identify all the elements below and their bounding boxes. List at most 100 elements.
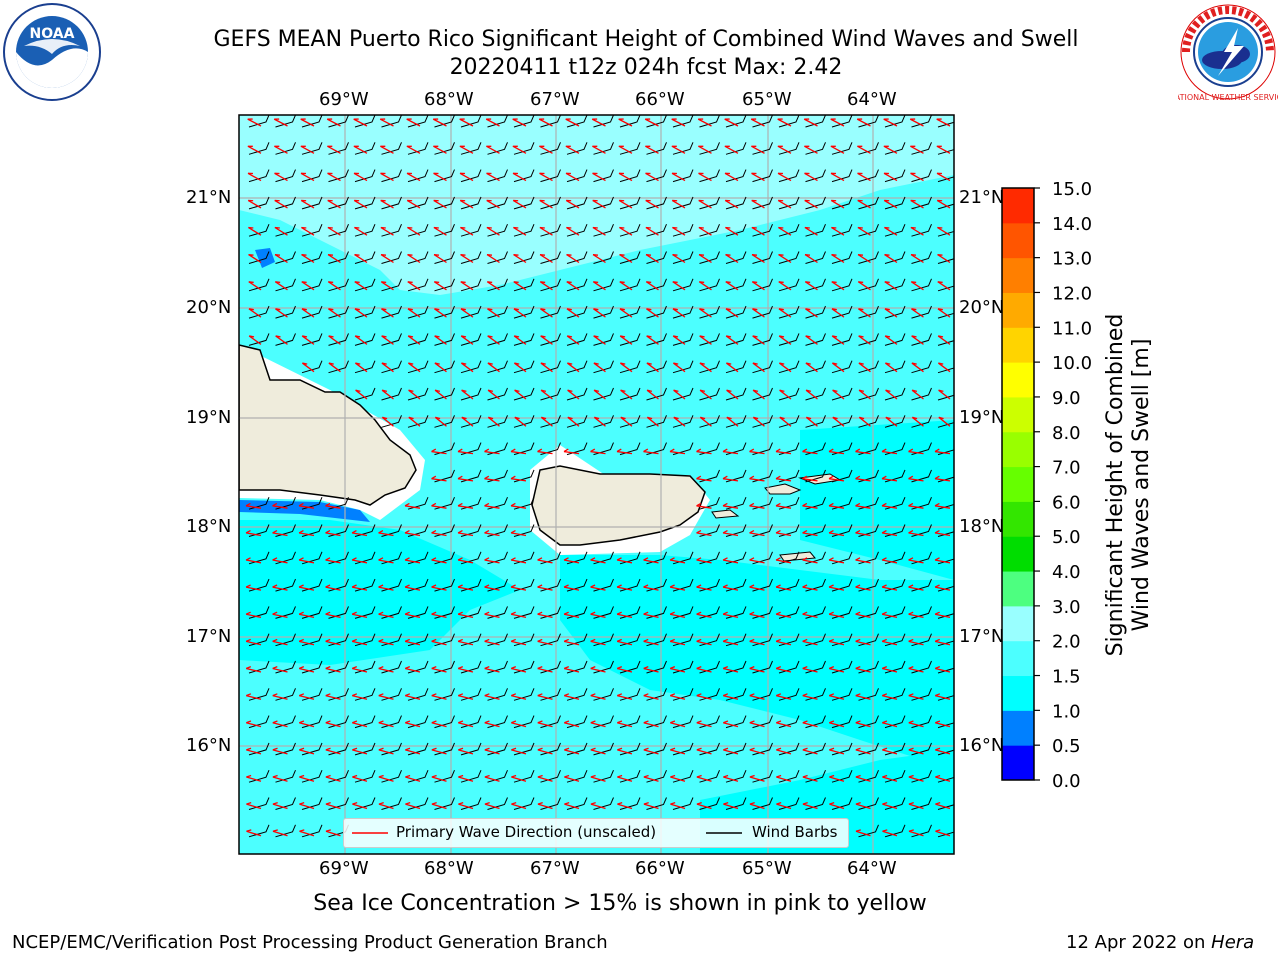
- wave-direction-arrow: [563, 693, 580, 700]
- wave-direction-arrow: [510, 557, 527, 564]
- wave-direction-arrow: [831, 308, 845, 318]
- wave-direction-arrow: [593, 389, 606, 400]
- wave-direction-arrow: [378, 666, 394, 673]
- wave-direction-arrow: [301, 253, 315, 264]
- wind-barb: [937, 394, 954, 401]
- wind-barb: [407, 360, 429, 374]
- wind-barb: [434, 278, 455, 292]
- wave-direction-arrow: [431, 774, 447, 782]
- wind-barb: [434, 305, 455, 319]
- colorbar-tick-label: 13.0: [1052, 249, 1092, 270]
- wave-direction-arrow: [272, 638, 288, 646]
- wave-direction-arrow: [617, 774, 633, 782]
- wind-barb: [460, 770, 482, 783]
- wind-barb: [593, 305, 614, 319]
- wind-barb: [354, 115, 376, 128]
- wind-barb: [805, 633, 826, 647]
- wave-direction-arrow: [298, 638, 315, 646]
- wave-direction-arrow: [537, 448, 553, 455]
- wind-barb: [858, 633, 879, 647]
- wind-barb: [619, 196, 641, 210]
- wind-barb: [275, 251, 296, 264]
- wind-barb: [566, 142, 588, 155]
- wave-direction-arrow: [778, 226, 792, 236]
- wind-barb: [937, 749, 954, 756]
- wave-direction-arrow: [510, 638, 527, 646]
- wind-barb: [354, 387, 376, 401]
- wind-barb: [805, 251, 826, 264]
- wind-barb: [275, 606, 296, 619]
- wave-direction-arrow: [775, 502, 792, 509]
- wind-barb: [752, 333, 773, 346]
- wave-direction-arrow: [775, 448, 792, 455]
- wind-barb: [593, 633, 614, 647]
- wind-barb: [566, 169, 588, 183]
- wind-barb: [275, 715, 296, 729]
- wave-direction-arrow: [298, 611, 315, 619]
- wind-barb: [725, 196, 747, 210]
- wave-direction-arrow: [408, 416, 421, 427]
- wave-direction-arrow: [245, 666, 262, 673]
- wind-barb: [699, 305, 720, 319]
- wave-direction-arrow: [274, 145, 288, 154]
- generation-date: 12 Apr 2022 on Hera: [1066, 932, 1254, 953]
- wave-direction-arrow: [828, 611, 845, 619]
- colorbar-segment: [1002, 675, 1034, 711]
- wind-barb: [699, 115, 720, 128]
- wave-direction-arrow: [272, 584, 288, 591]
- wind-barb: [725, 169, 747, 183]
- wind-barb: [619, 688, 641, 701]
- wave-direction-arrow: [699, 335, 712, 345]
- wind-barb: [937, 613, 954, 619]
- wave-direction-arrow: [246, 774, 262, 782]
- wind-barb: [646, 387, 667, 401]
- wave-direction-arrow: [672, 308, 686, 318]
- wind-barb: [328, 169, 349, 183]
- wave-direction-arrow: [646, 416, 659, 427]
- wave-direction-arrow: [486, 199, 500, 209]
- wave-direction-arrow: [486, 253, 500, 264]
- wind-barb: [434, 115, 455, 128]
- wave-direction-arrow: [670, 720, 686, 728]
- wave-direction-arrow: [513, 308, 527, 318]
- lat-tick-left-19n: 19°N: [186, 407, 232, 428]
- wave-direction-arrow: [537, 557, 553, 564]
- wave-direction-arrow: [696, 611, 712, 619]
- wave-direction-arrow: [298, 666, 315, 673]
- wind-barb: [513, 196, 535, 210]
- wind-barb: [487, 360, 508, 374]
- wave-direction-arrow: [248, 226, 262, 236]
- wind-barb: [407, 142, 429, 155]
- wave-direction-arrow: [645, 145, 659, 154]
- wave-direction-arrow: [802, 693, 818, 700]
- wave-direction-arrow: [858, 416, 871, 427]
- wind-barb: [725, 770, 747, 783]
- wind-barb: [381, 715, 402, 729]
- wind-barb: [619, 742, 641, 756]
- wave-direction-arrow: [486, 145, 500, 154]
- wave-direction-arrow: [590, 666, 606, 673]
- wave-direction-arrow: [645, 199, 659, 209]
- wave-direction-arrow: [351, 584, 368, 591]
- wave-direction-arrow: [618, 145, 633, 154]
- wave-direction-arrow: [458, 802, 474, 810]
- wind-barb: [831, 415, 853, 428]
- wave-direction-arrow: [830, 199, 845, 209]
- wave-direction-arrow: [564, 802, 580, 810]
- wave-direction-arrow: [778, 335, 792, 345]
- wind-barb: [381, 278, 402, 292]
- wave-region-pale-north: [239, 115, 954, 295]
- wind-barb: [911, 633, 932, 647]
- wave-region-cyan-south-west: [239, 520, 520, 665]
- wind-barb: [513, 305, 535, 319]
- wave-direction-arrow: [883, 199, 898, 209]
- wind-barb: [911, 224, 932, 237]
- wind-barb: [937, 667, 954, 674]
- wave-direction-arrow: [301, 335, 315, 345]
- wave-direction-arrow: [643, 774, 659, 782]
- wind-barb: [381, 142, 402, 155]
- wind-barb: [752, 742, 773, 756]
- wind-barb: [725, 360, 747, 374]
- wave-direction-arrow: [540, 389, 553, 400]
- wind-barb: [460, 415, 482, 428]
